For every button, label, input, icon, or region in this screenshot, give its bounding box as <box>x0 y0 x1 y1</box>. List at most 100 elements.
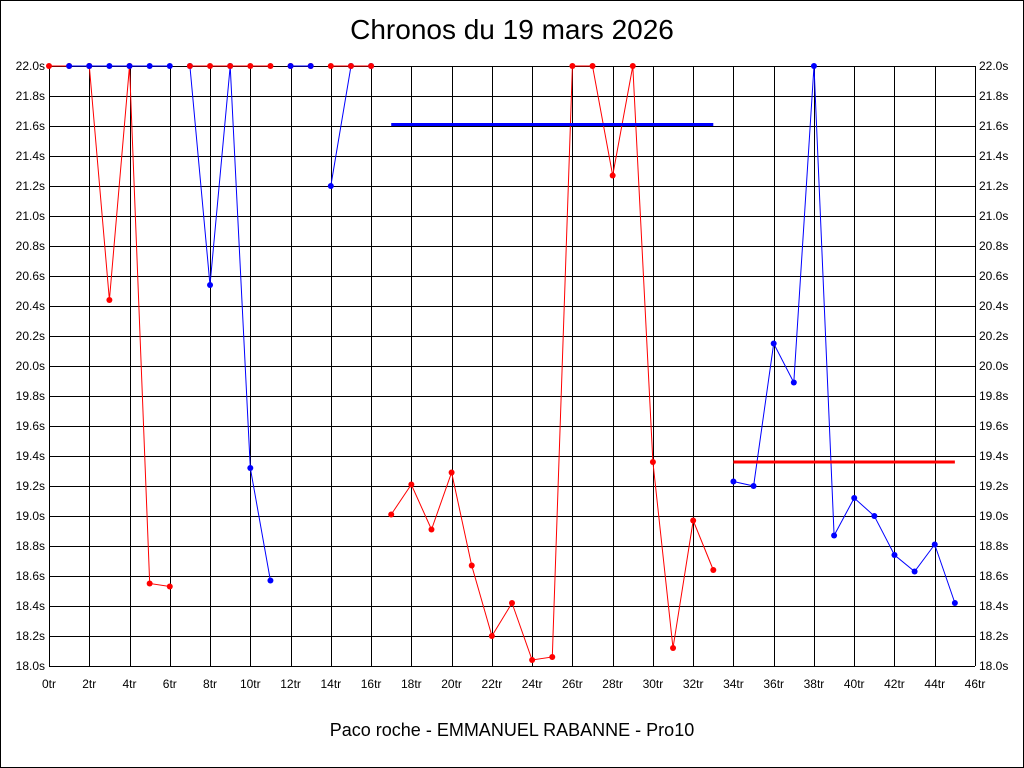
data-point <box>347 63 354 69</box>
data-point <box>810 63 817 69</box>
data-point <box>207 63 214 69</box>
y-tick-label-left: 18.8s <box>16 539 45 553</box>
x-tick-label: 46tr <box>965 677 986 691</box>
data-point <box>227 63 234 69</box>
data-point <box>529 657 536 663</box>
data-point <box>428 526 435 533</box>
y-tick-label-left: 21.2s <box>16 179 45 193</box>
data-point <box>770 340 777 347</box>
x-tick-label: 32tr <box>683 677 704 691</box>
x-tick-label: 22tr <box>482 677 503 691</box>
y-tick-label-left: 22.0s <box>16 59 45 73</box>
y-tick-label-left: 19.6s <box>16 419 45 433</box>
x-tick-label: 10tr <box>240 677 261 691</box>
data-point <box>468 562 475 569</box>
y-tick-label-left: 19.8s <box>16 389 45 403</box>
data-point <box>126 63 133 69</box>
series-line <box>88 65 170 587</box>
data-point <box>871 513 878 519</box>
y-tick-label-right: 21.8s <box>979 89 1008 103</box>
x-tick-label: 40tr <box>844 677 865 691</box>
data-point <box>690 517 697 524</box>
data-point <box>549 654 556 660</box>
y-tick-label-right: 18.2s <box>979 629 1008 643</box>
y-tick-label-left: 21.6s <box>16 119 45 133</box>
data-point <box>267 577 274 584</box>
y-tick-label-right: 21.0s <box>979 209 1008 223</box>
x-tick-label: 0tr <box>42 677 56 691</box>
chart-x-axis-label: Paco roche - EMMANUEL RABANNE - Pro10 <box>329 720 695 740</box>
data-point <box>207 282 214 288</box>
data-point <box>851 495 858 501</box>
y-tick-label-left: 20.2s <box>16 329 45 343</box>
data-point <box>86 63 93 69</box>
y-tick-label-right: 19.4s <box>979 449 1008 463</box>
y-tick-label-left: 21.4s <box>16 149 45 163</box>
y-tick-label-left: 18.0s <box>16 659 45 673</box>
data-point <box>891 552 898 558</box>
data-point <box>146 580 153 587</box>
x-tick-label: 20tr <box>441 677 462 691</box>
y-tick-label-left: 21.8s <box>16 89 45 103</box>
y-tick-label-right: 21.4s <box>979 149 1008 163</box>
x-tick-label: 12tr <box>280 677 301 691</box>
data-point <box>186 63 193 69</box>
x-tick-label: 16tr <box>361 677 382 691</box>
y-tick-label-right: 20.0s <box>979 359 1008 373</box>
x-tick-label: 42tr <box>884 677 905 691</box>
y-tick-label-right: 20.8s <box>979 239 1008 253</box>
y-tick-label-left: 19.4s <box>16 449 45 463</box>
data-point <box>247 465 254 471</box>
x-tick-label: 18tr <box>401 677 422 691</box>
y-tick-label-left: 20.8s <box>16 239 45 253</box>
data-point <box>146 63 153 69</box>
y-tick-label-right: 19.6s <box>979 419 1008 433</box>
y-tick-label-left: 19.0s <box>16 509 45 523</box>
chart-title: Chronos du 19 mars 2026 <box>350 14 674 45</box>
y-tick-label-right: 19.2s <box>979 479 1008 493</box>
data-point <box>750 483 757 489</box>
x-tick-label: 6tr <box>163 677 177 691</box>
data-point <box>166 63 173 69</box>
data-point <box>267 63 274 69</box>
data-point <box>649 459 656 465</box>
data-point <box>46 63 52 69</box>
y-tick-label-left: 18.2s <box>16 629 45 643</box>
y-tick-label-left: 18.6s <box>16 569 45 583</box>
y-tick-label-left: 21.0s <box>16 209 45 223</box>
y-tick-label-right: 22.0s <box>979 59 1008 73</box>
x-tick-label: 44tr <box>924 677 945 691</box>
y-tick-label-left: 20.6s <box>16 269 45 283</box>
data-point <box>509 600 515 606</box>
data-point <box>710 567 717 573</box>
data-point <box>247 63 254 69</box>
data-point <box>911 568 918 575</box>
data-point <box>730 478 737 485</box>
y-tick-label-left: 20.0s <box>16 359 45 373</box>
y-tick-label-right: 19.0s <box>979 509 1008 523</box>
x-tick-label: 24tr <box>522 677 543 691</box>
y-tick-label-right: 18.8s <box>979 539 1008 553</box>
data-point <box>951 600 958 606</box>
x-tick-label: 36tr <box>763 677 784 691</box>
x-tick-label: 8tr <box>203 677 217 691</box>
x-tick-label: 30tr <box>643 677 664 691</box>
y-tick-label-right: 20.2s <box>979 329 1008 343</box>
data-point <box>327 183 334 189</box>
data-point <box>670 645 677 651</box>
data-point <box>831 532 838 539</box>
y-tick-label-right: 18.0s <box>979 659 1008 673</box>
x-tick-label: 2tr <box>82 677 96 691</box>
y-tick-label-left: 20.4s <box>16 299 45 313</box>
y-tick-label-right: 19.8s <box>979 389 1008 403</box>
x-tick-label: 14tr <box>320 677 341 691</box>
y-tick-label-right: 18.6s <box>979 569 1008 583</box>
data-point <box>790 379 797 386</box>
data-point <box>388 511 395 518</box>
data-point <box>931 541 938 548</box>
data-point <box>368 63 375 69</box>
x-tick-label: 38tr <box>804 677 825 691</box>
data-point <box>448 469 455 476</box>
x-tick-label: 4tr <box>123 677 137 691</box>
data-point <box>488 633 495 639</box>
